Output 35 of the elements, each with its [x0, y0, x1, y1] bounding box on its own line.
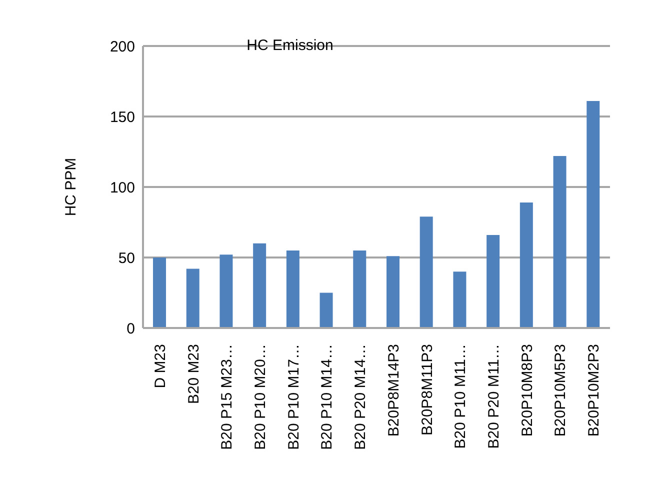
x-tick-label: B20 P20 M14… [352, 344, 370, 450]
x-tick-label: B20 P10 M11… [452, 344, 470, 449]
bar [153, 258, 166, 328]
bar [320, 292, 333, 328]
x-tick-label: B20 P10 M14… [318, 344, 336, 450]
x-tick-label: B20P8M11P3 [418, 344, 436, 436]
x-tick-label: B20 P20 M11… [486, 344, 502, 449]
x-tick-label: B20 P10 M20… [252, 344, 269, 450]
y-tick-label: 100 [110, 179, 135, 196]
bar [586, 100, 600, 328]
y-tick-label: 0 [126, 320, 135, 338]
y-tick-label: 200 [110, 38, 135, 56]
bar [553, 156, 566, 328]
bar [286, 250, 300, 328]
x-tick-label: B20 P10 M17… [285, 344, 302, 450]
y-tick-label: 50 [118, 250, 135, 267]
bar [353, 250, 366, 328]
x-tick-label: B20P10M2P3 [586, 344, 603, 437]
x-tick-label: D M23 [152, 344, 169, 388]
bar [253, 243, 266, 328]
bar [486, 234, 500, 328]
x-tick-label: B20P8M14P3 [385, 344, 402, 437]
y-tick-label: 150 [110, 108, 135, 126]
x-tick-label: B20P10M5P3 [552, 344, 570, 437]
x-tick-label: B20P10M8P3 [518, 344, 536, 437]
bar [386, 256, 400, 328]
bar [453, 272, 466, 328]
bar [220, 254, 233, 328]
x-tick-label: B20 P15 M23… [218, 344, 236, 450]
y-axis-title: HC PPM [62, 158, 80, 216]
bar [186, 268, 200, 328]
x-tick-label: B20 M23 [185, 344, 202, 404]
bar [520, 202, 533, 328]
bar [420, 216, 433, 328]
chart-title: HC Emission [246, 36, 334, 56]
